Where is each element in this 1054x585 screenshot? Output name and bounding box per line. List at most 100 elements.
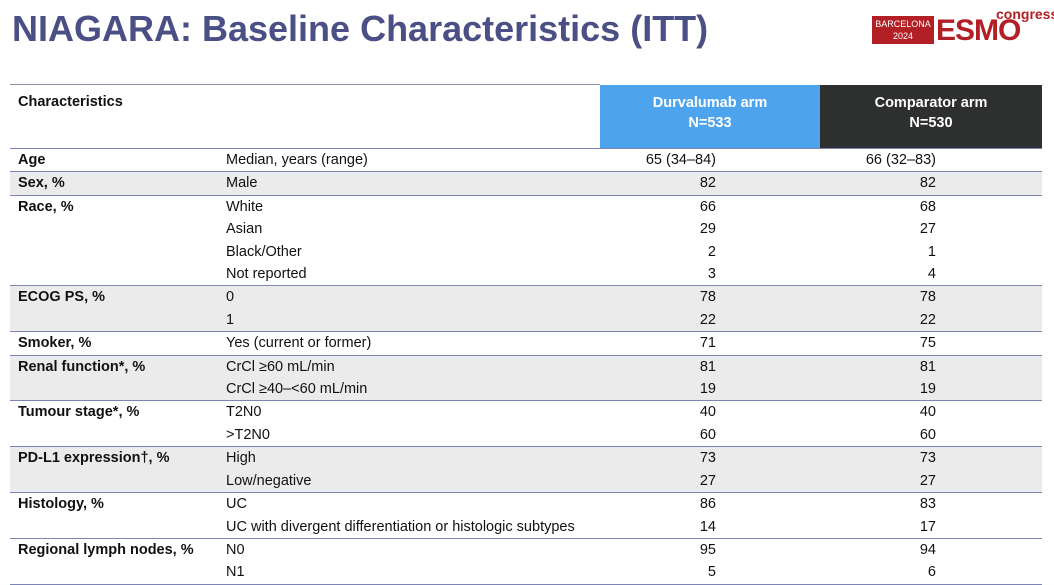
row-durvalumab-value: 82 (600, 171, 820, 196)
row-comparator-value: 81 (820, 354, 1042, 379)
table-header-row: Characteristics Durvalumab arm N=533 Com… (10, 84, 1042, 149)
durvalumab-arm-n: N=533 (688, 114, 732, 131)
row-category (10, 241, 218, 263)
row-durvalumab-value: 65 (34–84) (600, 147, 820, 172)
row-category (10, 469, 218, 493)
table-row: Tumour stage*, % T2N0 40 40 (10, 400, 1042, 424)
row-comparator-value: 82 (820, 171, 1042, 196)
row-comparator-value: 66 (32–83) (820, 147, 1042, 172)
row-subcategory: CrCl ≥40–<60 mL/min (218, 378, 600, 401)
table-row: Smoker, % Yes (current or former) 71 75 (10, 331, 1042, 356)
row-durvalumab-value: 2 (707, 243, 716, 260)
row-durvalumab-value: 19 (600, 378, 820, 401)
row-subcategory: Yes (current or former) (218, 331, 600, 356)
table-row: UC with divergent differentiation or his… (10, 516, 1042, 539)
table-row: Not reported 3 4 (10, 263, 1042, 286)
row-comparator-value: 27 (820, 469, 1042, 493)
row-category: ECOG PS, % (10, 285, 218, 309)
row-category (10, 263, 218, 286)
slide-title: NIAGARA: Baseline Characteristics (ITT) (12, 8, 709, 49)
row-subcategory: UC (218, 492, 600, 516)
row-comparator-value: 6 (820, 561, 1042, 585)
row-durvalumab-value: 86 (600, 492, 820, 516)
row-durvalumab-value: 66 (600, 194, 820, 219)
comparator-arm-n: N=530 (909, 114, 953, 131)
row-subcategory: Black/Other (226, 243, 302, 260)
row-subcategory: N1 (218, 561, 600, 585)
comparator-arm-label: Comparator arm (874, 94, 988, 111)
row-category: Age (10, 147, 218, 172)
durvalumab-arm-label: Durvalumab arm (652, 94, 768, 111)
row-category (10, 378, 218, 401)
row-durvalumab-value: 40 (600, 400, 820, 424)
row-durvalumab-value: 60 (699, 426, 716, 443)
row-category (10, 561, 218, 585)
table-row: Black/Other 2 1 (10, 241, 1042, 263)
row-comparator-value: 78 (820, 285, 1042, 309)
row-durvalumab-value: 5 (600, 561, 820, 585)
row-subcategory: Median, years (range) (218, 147, 600, 172)
table-row: 1 22 22 (10, 308, 1042, 332)
table-row: Sex, % Male 82 82 (10, 171, 1042, 196)
row-comparator-value: 19 (820, 378, 1042, 401)
row-category: Tumour stage*, % (10, 400, 218, 424)
row-comparator-value: 68 (820, 194, 1042, 219)
row-durvalumab-value: 14 (699, 518, 716, 535)
row-category: Regional lymph nodes, % (10, 537, 218, 562)
row-category: Smoker, % (10, 331, 218, 356)
logo-suffix: congress (996, 6, 1054, 22)
row-subcategory: High (218, 446, 600, 470)
row-comparator-value: 94 (820, 537, 1042, 562)
row-comparator-value: 27 (919, 221, 936, 238)
row-subcategory: 0 (218, 285, 600, 309)
row-durvalumab-value: 71 (600, 331, 820, 356)
table-row: Race, % White 66 68 (10, 194, 1042, 219)
table-row: CrCl ≥40–<60 mL/min 19 19 (10, 378, 1042, 401)
row-category: Race, % (10, 194, 218, 219)
logo-city-badge: BARCELONA 2024 (872, 16, 934, 44)
row-subcategory: Male (218, 171, 600, 196)
row-subcategory: White (218, 194, 600, 219)
row-durvalumab-value: 73 (600, 446, 820, 470)
row-comparator-value: 17 (919, 518, 936, 535)
row-subcategory: N0 (218, 537, 600, 562)
row-comparator-value: 22 (820, 308, 1042, 332)
table-row: ECOG PS, % 0 78 78 (10, 285, 1042, 309)
esmo-congress-logo: BARCELONA 2024 ESMO congress (872, 6, 1054, 48)
logo-brand: ESMO (936, 14, 1021, 47)
table-row: N1 5 6 (10, 561, 1042, 585)
row-subcategory: Asian (226, 221, 263, 238)
row-durvalumab-value: 29 (699, 221, 716, 238)
row-durvalumab-value: 27 (600, 469, 820, 493)
table-row: Histology, % UC 86 83 (10, 492, 1042, 516)
table-row: Age Median, years (range) 65 (34–84) 66 (32… (10, 147, 1042, 172)
table-row: Renal function*, % CrCl ≥60 mL/min 81 81 (10, 354, 1042, 379)
logo-city: BARCELONA (875, 19, 931, 29)
row-category (10, 516, 218, 539)
table-row: Low/negative 27 27 (10, 469, 1042, 493)
row-subcategory: Low/negative (218, 469, 600, 493)
row-durvalumab-value: 3 (707, 266, 716, 283)
header-durvalumab-arm: Durvalumab arm N=533 (600, 84, 820, 149)
row-comparator-value: 83 (820, 492, 1042, 516)
row-durvalumab-value: 81 (600, 354, 820, 379)
baseline-characteristics-table: Characteristics Durvalumab arm N=533 Com… (10, 84, 1042, 585)
row-category (10, 218, 218, 240)
table-body: Age Median, years (range) 65 (34–84) 66 (32… (10, 147, 1042, 585)
header-characteristics: Characteristics (10, 84, 600, 149)
row-category: Histology, % (10, 492, 218, 516)
row-durvalumab-value: 22 (600, 308, 820, 332)
row-subcategory: CrCl ≥60 mL/min (218, 354, 600, 379)
row-category: Sex, % (10, 171, 218, 196)
table-row: >T2N0 60 60 (10, 424, 1042, 447)
row-comparator-value: 75 (820, 331, 1042, 356)
row-durvalumab-value: 78 (600, 285, 820, 309)
row-comparator-value: 1 (927, 243, 936, 260)
row-category: Renal function*, % (10, 354, 218, 379)
row-comparator-value: 60 (919, 426, 936, 443)
row-category (10, 308, 218, 332)
table-row: Regional lymph nodes, % N0 95 94 (10, 537, 1042, 562)
row-subcategory: >T2N0 (226, 426, 270, 443)
header-comparator-arm: Comparator arm N=530 (820, 84, 1042, 149)
row-comparator-value: 73 (820, 446, 1042, 470)
